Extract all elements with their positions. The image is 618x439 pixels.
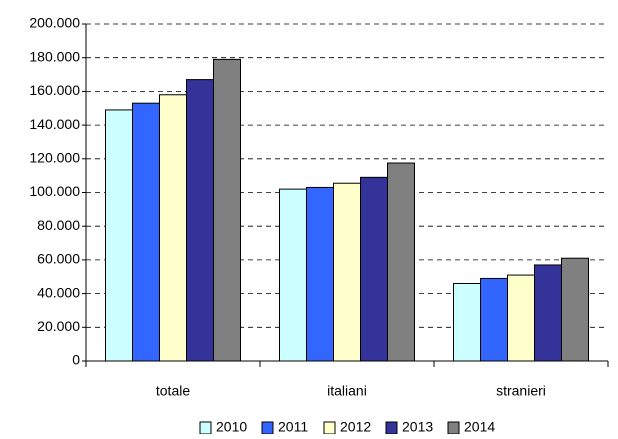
- y-tick-label: 120.000: [29, 150, 80, 166]
- y-tick-label: 40.000: [37, 284, 80, 300]
- bar: [306, 186, 334, 362]
- x-tick-label: italiani: [327, 383, 367, 399]
- legend-swatch: [385, 421, 398, 435]
- legend-swatch: [447, 421, 460, 435]
- legend-swatch: [323, 421, 336, 435]
- y-tick-label: 200.000: [29, 15, 80, 31]
- bar: [507, 274, 535, 362]
- y-tick-label: 80.000: [37, 217, 80, 233]
- bar: [453, 282, 481, 362]
- bar: [132, 102, 160, 362]
- x-tick-label: totale: [156, 383, 190, 399]
- bar: [333, 182, 361, 362]
- y-tick-label: 160.000: [29, 82, 80, 98]
- bar: [480, 277, 508, 362]
- bar: [159, 94, 187, 362]
- bar: [360, 176, 388, 362]
- legend-label: 2011: [278, 419, 308, 434]
- y-tick-label: 0: [72, 352, 80, 368]
- legend-swatch: [199, 421, 212, 435]
- x-tick-label: stranieri: [496, 383, 546, 399]
- bar: [105, 109, 133, 362]
- legend-label: 2014: [464, 419, 495, 434]
- legend-label: 2013: [402, 419, 433, 434]
- bar: [186, 79, 214, 362]
- y-tick-label: 140.000: [29, 116, 80, 132]
- y-tick-label: 100.000: [29, 183, 80, 199]
- bar: [561, 257, 589, 362]
- y-tick-label: 180.000: [29, 48, 80, 64]
- legend-label: 2012: [340, 419, 371, 434]
- bar: [534, 264, 562, 362]
- y-tick-label: 60.000: [37, 251, 80, 267]
- legend-label: 2010: [216, 419, 247, 434]
- y-tick-label: 20.000: [37, 318, 80, 334]
- bar: [213, 58, 241, 362]
- bar: [279, 188, 307, 362]
- legend-swatch: [261, 421, 274, 435]
- bar: [387, 162, 415, 362]
